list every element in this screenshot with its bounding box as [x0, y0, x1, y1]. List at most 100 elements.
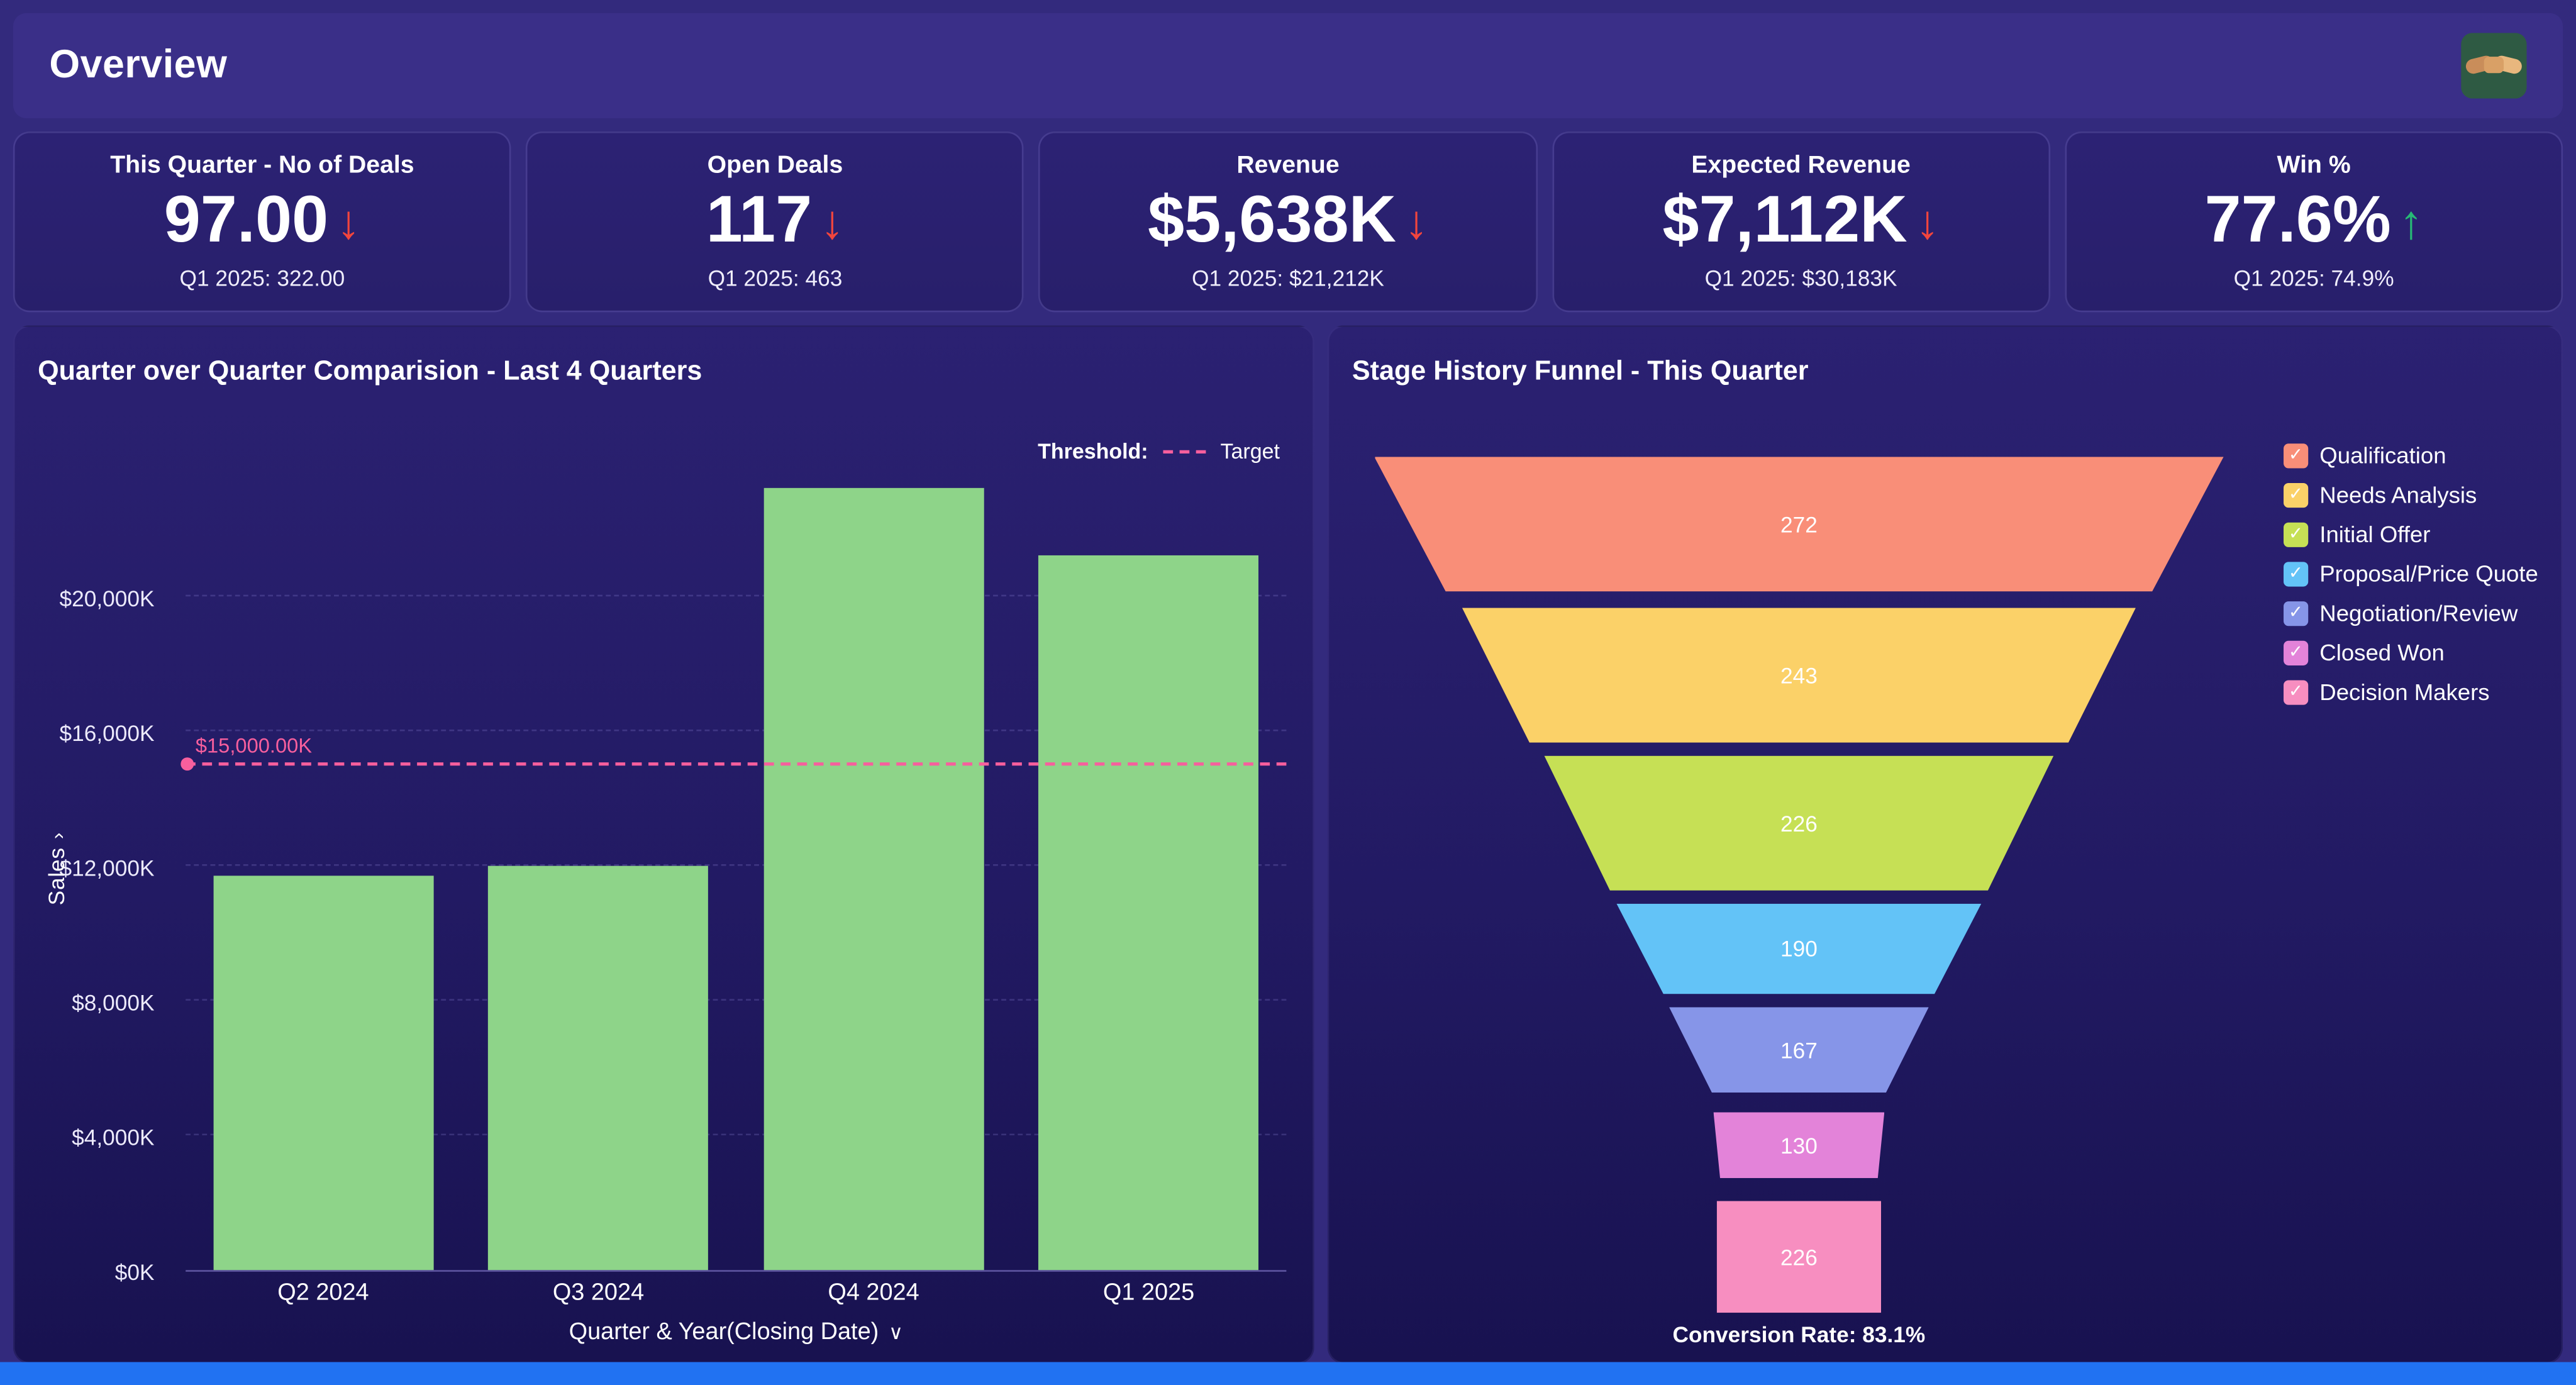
x-axis-labels: Q2 2024 Q3 2024 Q4 2024 Q1 2025: [186, 1280, 1286, 1306]
header: Overview: [13, 13, 2563, 119]
threshold-legend: Threshold: Target: [1038, 438, 1280, 463]
x-axis-dropdown-icon[interactable]: ∨: [888, 1321, 903, 1344]
kpi-number: 117: [706, 184, 813, 257]
funnel-stage-initial-offer[interactable]: 226: [1544, 755, 2054, 891]
kpi-card-win[interactable]: Win % 77.6% ↑ Q1 2025: 74.9%: [2065, 131, 2563, 313]
x-axis-title-text: Quarter & Year(Closing Date): [569, 1319, 879, 1346]
kpi-value: 117 ↓: [528, 182, 1023, 261]
bar-chart-panel: Quarter over Quarter Comparision - Last …: [13, 325, 1314, 1364]
legend-item-negotiation-review[interactable]: ✓ Negotiation/Review: [2283, 599, 2538, 626]
legend-item-closed-won[interactable]: ✓ Closed Won: [2283, 639, 2538, 665]
bar-q1-2025[interactable]: [1038, 555, 1259, 1271]
y-tick-label: $4,000K: [72, 1125, 155, 1150]
x-tick-label: Q1 2025: [1102, 1279, 1195, 1306]
x-tick-label: Q3 2024: [552, 1279, 645, 1306]
kpi-card-expected-revenue[interactable]: Expected Revenue $7,112K ↓ Q1 2025: $30,183…: [1552, 131, 2050, 313]
kpi-subtext: Q1 2025: 74.9%: [2233, 266, 2394, 291]
kpi-row: This Quarter - No of Deals 97.00 ↓ Q1 2025:…: [13, 131, 2563, 313]
threshold-dot-icon: [180, 756, 194, 770]
funnel-stage-value: 226: [1780, 1244, 1818, 1269]
legend-item-label: Closed Won: [2319, 639, 2445, 665]
threshold-legend-target: Target: [1220, 438, 1280, 464]
kpi-number: $7,112K: [1662, 184, 1907, 257]
funnel-chart: 272 243 226 190 167 130 226: [1355, 327, 2243, 1366]
funnel-stage-decision-makers[interactable]: 226: [1716, 1201, 1882, 1313]
funnel-title: Stage History Funnel - This Quarter: [1352, 356, 1809, 386]
legend-item-label: Decision Makers: [2319, 678, 2490, 705]
bar-slot: [736, 462, 1011, 1271]
funnel-stage-value: 190: [1780, 936, 1818, 962]
kpi-value: 97.00 ↓: [15, 182, 510, 261]
gridline: [186, 1133, 1287, 1136]
kpi-label: Revenue: [1236, 151, 1340, 179]
threshold-value-label: $15,000.00K: [195, 733, 313, 757]
trend-down-icon: ↓: [820, 197, 845, 250]
legend-checkbox-icon: ✓: [2283, 443, 2308, 468]
threshold-line: [180, 756, 1287, 770]
bar-chart-title: Quarter over Quarter Comparision - Last …: [38, 356, 702, 386]
handshake-icon: [2461, 33, 2527, 99]
y-axis-title[interactable]: Sales ›: [45, 832, 69, 905]
kpi-subtext: Q1 2025: 463: [708, 266, 843, 291]
bar-q2-2024[interactable]: [213, 876, 433, 1271]
kpi-subtext: Q1 2025: $21,212K: [1192, 266, 1384, 291]
legend-checkbox-icon: ✓: [2283, 561, 2308, 586]
kpi-card-this-quarter-no-of-deals[interactable]: This Quarter - No of Deals 97.00 ↓ Q1 2025:…: [13, 131, 511, 313]
funnel-legend: ✓ Qualification ✓ Needs Analysis ✓ Initial Of…: [2283, 442, 2538, 705]
kpi-value: $7,112K ↓: [1553, 182, 2048, 261]
funnel-stage-needs-analysis[interactable]: 243: [1462, 608, 2136, 743]
kpi-label: Open Deals: [707, 151, 843, 179]
bar-slot: [461, 462, 736, 1271]
y-axis-labels: $0K $4,000K $8,000K $12,000K $16,000K $20,000…: [15, 462, 173, 1285]
bar-plot: $15,000.00K: [180, 462, 1287, 1272]
legend-checkbox-icon: ✓: [2283, 521, 2308, 547]
gridline: [186, 864, 1287, 866]
legend-item-needs-analysis[interactable]: ✓ Needs Analysis: [2283, 481, 2538, 508]
x-tick-label: Q4 2024: [828, 1279, 919, 1306]
funnel-stage-qualification[interactable]: 272: [1374, 457, 2224, 592]
kpi-value: $5,638K ↓: [1041, 182, 1536, 261]
legend-checkbox-icon: ✓: [2283, 482, 2308, 507]
kpi-card-revenue[interactable]: Revenue $5,638K ↓ Q1 2025: $21,212K: [1039, 131, 1538, 313]
kpi-card-open-deals[interactable]: Open Deals 117 ↓ Q1 2025: 463: [526, 131, 1024, 313]
kpi-label: Expected Revenue: [1691, 151, 1911, 179]
legend-item-decision-makers[interactable]: ✓ Decision Makers: [2283, 678, 2538, 705]
legend-item-proposal-price-quote[interactable]: ✓ Proposal/Price Quote: [2283, 560, 2538, 587]
gridline: [186, 594, 1287, 597]
gridline: [186, 999, 1287, 1001]
funnel-stage-value: 272: [1780, 511, 1818, 537]
legend-item-label: Proposal/Price Quote: [2319, 560, 2538, 587]
trend-up-icon: ↑: [2399, 197, 2423, 250]
funnel-stage-value: 130: [1780, 1133, 1818, 1158]
bar-q3-2024[interactable]: [488, 865, 709, 1271]
funnel-stage-proposal-price-quote[interactable]: 190: [1616, 903, 1982, 994]
bars-row: [186, 462, 1287, 1271]
legend-item-qualification[interactable]: ✓ Qualification: [2283, 442, 2538, 469]
legend-item-initial-offer[interactable]: ✓ Initial Offer: [2283, 521, 2538, 547]
kpi-label: This Quarter - No of Deals: [110, 151, 414, 179]
x-axis-title[interactable]: Quarter & Year(Closing Date) ∨: [186, 1320, 1286, 1346]
funnel-stage-negotiation-review[interactable]: 167: [1669, 1007, 1929, 1093]
kpi-value: 77.6% ↑: [2067, 182, 2562, 261]
page-title: Overview: [49, 42, 228, 87]
bar-slot: [1011, 462, 1287, 1271]
legend-item-label: Qualification: [2319, 442, 2446, 469]
y-axis-title-text: Sales: [44, 847, 69, 906]
funnel-panel: Stage History Funnel - This Quarter 272 2…: [1327, 325, 2563, 1366]
threshold-dash-icon: [1163, 449, 1206, 453]
kpi-number: 77.6%: [2204, 184, 2391, 257]
legend-checkbox-icon: ✓: [2283, 679, 2308, 704]
kpi-subtext: Q1 2025: $30,183K: [1704, 266, 1897, 291]
funnel-stage-closed-won[interactable]: 130: [1713, 1112, 1885, 1178]
x-tick-label: Q2 2024: [277, 1279, 369, 1306]
bar-q4-2024[interactable]: [763, 488, 984, 1271]
trend-down-icon: ↓: [1915, 197, 1940, 250]
y-tick-label: $16,000K: [59, 721, 155, 746]
y-axis-dropdown-icon[interactable]: ›: [46, 832, 69, 840]
y-tick-label: $20,000K: [59, 586, 155, 611]
bar-slot: [186, 462, 461, 1271]
threshold-legend-label: Threshold:: [1038, 438, 1148, 464]
y-tick-label: $0K: [114, 1260, 155, 1285]
funnel-stage-value: 243: [1780, 663, 1818, 688]
